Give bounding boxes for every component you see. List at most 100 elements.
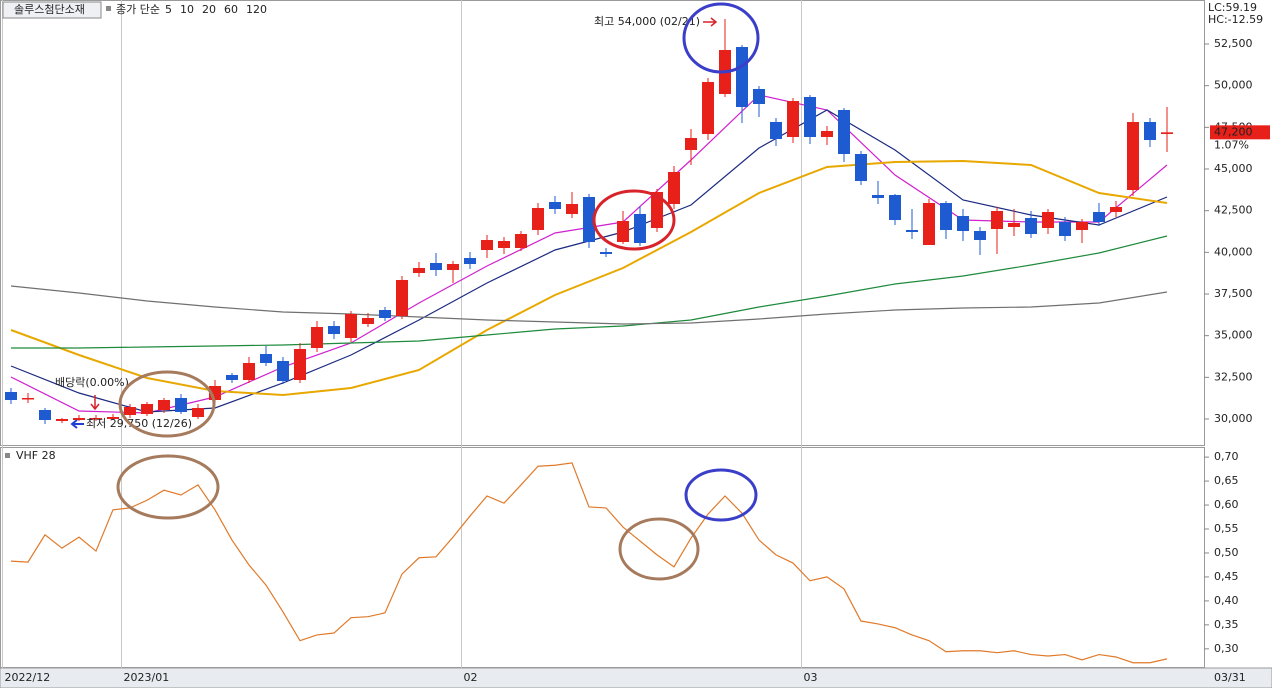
candle-body: [549, 202, 561, 209]
candle-body: [583, 197, 595, 242]
candle-body: [991, 211, 1003, 229]
stat-label: LC:59.19: [1208, 1, 1257, 14]
annotation: 배당락(0.00%): [55, 376, 129, 389]
x-end-label: 03/31: [1214, 671, 1246, 684]
arrow: [90, 395, 100, 411]
highlight-ellipse: [684, 468, 758, 522]
candle-body: [107, 417, 119, 419]
arrow: [70, 419, 84, 429]
stat-label: HC:-12.59: [1208, 13, 1263, 26]
candle-body: [413, 268, 425, 273]
candle-body: [1110, 207, 1122, 212]
candle-body: [175, 398, 187, 412]
annotation: 최고 54,000 (02/21): [594, 15, 700, 28]
candle-body: [328, 326, 340, 334]
candle-body: [821, 131, 833, 137]
candle-body: [770, 122, 782, 139]
y-tick-label: 52,500: [1214, 37, 1253, 50]
candle-body: [260, 354, 272, 363]
candle-body: [1025, 218, 1037, 234]
legend-entry: 120: [246, 3, 267, 16]
candle-body: [226, 375, 238, 380]
candle-body: [345, 314, 357, 338]
y-tick-label: 0,35: [1214, 618, 1239, 631]
candle-body: [362, 318, 374, 324]
candle-body: [56, 419, 68, 421]
candle-body: [515, 234, 527, 248]
x-axis-bar: [0, 667, 1272, 688]
y-tick-label: 0,65: [1214, 474, 1239, 487]
candle-body: [1161, 132, 1173, 134]
candle-body: [940, 203, 952, 230]
moving-average: [10, 285, 1168, 325]
candle-body: [39, 410, 51, 420]
y-tick-label: 45,000: [1214, 162, 1253, 175]
arrow: [703, 17, 718, 27]
candle-body: [906, 230, 918, 232]
candle-body: [957, 216, 969, 231]
candle-body: [1127, 122, 1139, 190]
y-tick-label: 40,000: [1214, 245, 1253, 258]
candle-body: [277, 361, 289, 381]
legend-entry: 5: [165, 3, 172, 16]
candle-body: [923, 203, 935, 245]
legend-entry: 20: [202, 3, 216, 16]
candle-body: [566, 204, 578, 214]
candle-body: [753, 89, 765, 104]
candle-body: [396, 280, 408, 316]
x-tick-label: 02: [464, 671, 478, 684]
y-tick-label: 0,60: [1214, 498, 1239, 511]
indicator-line: [10, 462, 1168, 664]
candle-body: [464, 258, 476, 264]
candle-body: [158, 400, 170, 410]
candle-body: [498, 241, 510, 248]
candle-body: [22, 398, 34, 400]
y-tick-label: 0,55: [1214, 522, 1239, 535]
legend-label: 종가 단순: [116, 3, 160, 16]
candle-body: [532, 208, 544, 230]
moving-average: [11, 235, 1168, 349]
highlight-ellipse: [118, 370, 216, 438]
legend-entry: 10: [180, 3, 194, 16]
y-tick-label: 32,500: [1214, 370, 1253, 383]
candle-body: [379, 310, 391, 318]
legend-icon: [106, 6, 111, 11]
x-tick-label: 03: [804, 671, 818, 684]
candle-body: [634, 214, 646, 243]
highlight-ellipse: [618, 517, 700, 581]
legend-box: [2, 1, 102, 19]
candle-body: [311, 327, 323, 348]
candle-body: [5, 392, 17, 400]
candle-body: [685, 138, 697, 150]
last-price-label: 47,200: [1214, 125, 1253, 138]
candle-body: [1008, 223, 1020, 227]
moving-average: [10, 159, 1168, 397]
candle-body: [1144, 122, 1156, 140]
legend-entry: 60: [224, 3, 238, 16]
candle-body: [141, 404, 153, 414]
candle-body: [192, 408, 204, 417]
y-tick-label: 0,40: [1214, 594, 1239, 607]
candle-body: [702, 82, 714, 134]
y-tick-label: 42,500: [1214, 204, 1253, 217]
chart-title: 솔루스첨단소재: [14, 3, 85, 16]
candle-body: [1059, 222, 1071, 236]
candle-body: [1042, 212, 1054, 228]
candle-body: [736, 47, 748, 107]
candle-body: [430, 263, 442, 270]
candle-body: [838, 110, 850, 154]
candle-body: [1093, 212, 1105, 222]
y-tick-label: 35,000: [1214, 329, 1253, 342]
last-price-box: [1210, 125, 1270, 140]
candle-body: [600, 252, 612, 254]
x-tick-label: 2022/12: [5, 671, 51, 684]
candle-body: [889, 195, 901, 220]
highlight-ellipse: [116, 454, 220, 520]
candle-body: [124, 407, 136, 415]
candle-body: [617, 221, 629, 242]
candle-body: [1076, 222, 1088, 230]
y-tick-label: 0,70: [1214, 450, 1239, 463]
candle-body: [872, 195, 884, 198]
